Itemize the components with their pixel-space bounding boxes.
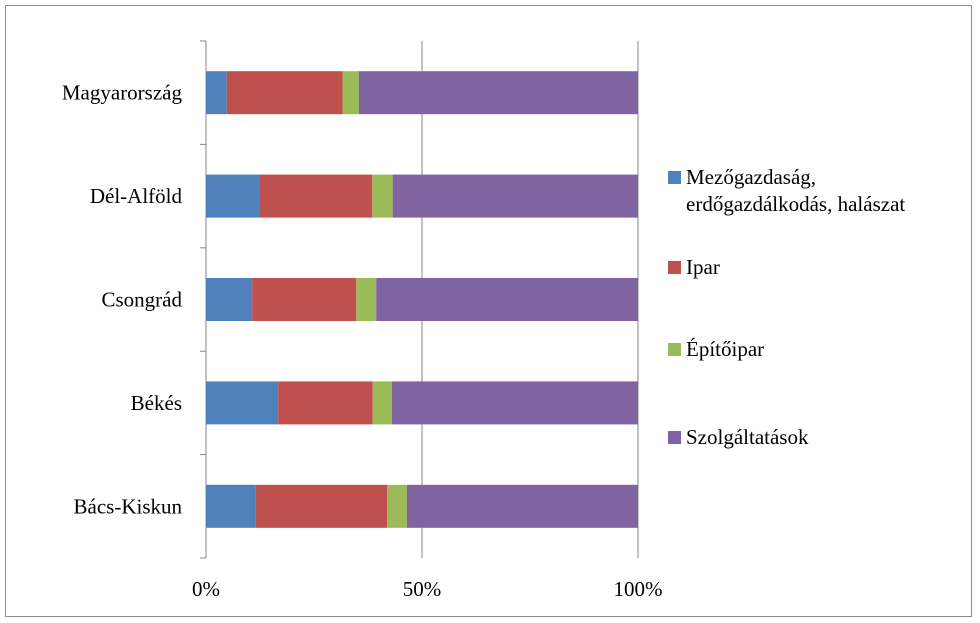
legend-label: Építőipar [686,337,765,361]
bar-segment [342,71,359,115]
bar-segment [391,381,638,425]
bar-segment [206,71,227,115]
category-label: Magyarország [62,81,183,105]
category-label: Dél-Alföld [90,184,183,208]
bar-segment [356,278,377,321]
bar-segment [406,484,638,528]
legend-swatch [668,431,681,444]
bar-segment [206,484,256,528]
bar-segment [278,381,373,425]
legend-swatch [668,171,681,184]
category-label: Csongrád [102,288,183,312]
x-tick-label: 0% [192,577,220,601]
bar-segment [372,174,393,218]
legend-label: Ipar [686,255,720,279]
bar-segment [387,484,407,528]
bar-segment [255,484,388,528]
x-tick-label: 50% [403,577,442,601]
bar-segment [392,174,638,218]
legend-item: Építőipar [668,336,764,363]
bar-segment [206,174,260,218]
legend-item: Mezőgazdaság, erdőgazdálkodás, halászat [668,164,905,218]
bar-segment [372,381,392,425]
legend-swatch [668,343,681,356]
legend-item: Szolgáltatások [668,424,808,451]
legend-item: Ipar [668,254,720,281]
category-label: Békés [131,391,182,415]
bar-segment [206,278,253,321]
bar-segment [358,71,638,115]
bar-segment [260,174,373,218]
legend-swatch [668,261,681,274]
x-tick-label: 100% [614,577,663,601]
bar-segment [226,71,343,115]
legend-label: Szolgáltatások [686,425,809,449]
bar-segment [376,278,638,321]
legend-label: Mezőgazdaság, erdőgazdálkodás, halászat [686,165,906,216]
category-label: Bács-Kiskun [74,494,183,518]
bar-segment [252,278,357,321]
bar-segment [206,381,279,425]
